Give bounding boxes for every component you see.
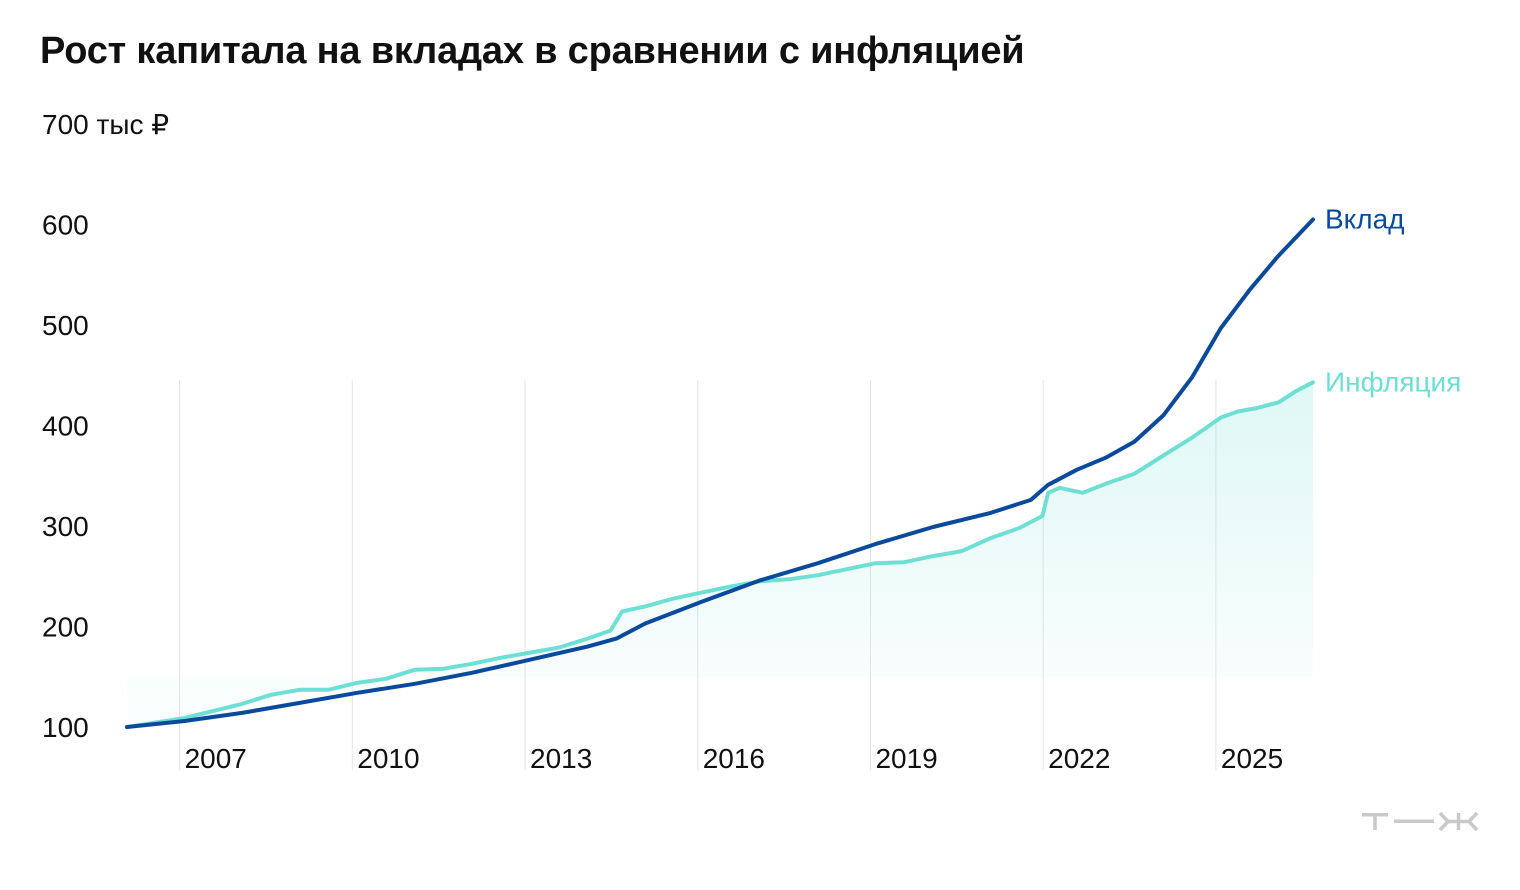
series-label-inflation: Инфляция (1325, 366, 1461, 397)
series-line-deposit (125, 217, 1315, 729)
y-axis: 700 тыс ₽ 100 200 300 400 500 600 (42, 109, 169, 743)
x-tick-label-2019: 2019 (875, 743, 937, 774)
y-unit-label: 700 тыс ₽ (42, 109, 169, 140)
x-axis: 2007 2010 2013 2016 2019 2022 2025 (185, 743, 1284, 774)
inflation-area (127, 382, 1313, 727)
y-tick-label-300: 300 (42, 511, 89, 542)
x-tick-label-2022: 2022 (1048, 743, 1110, 774)
chart-title: Рост капитала на вкладах в сравнении с и… (40, 30, 1025, 72)
x-tick-label-2025: 2025 (1221, 743, 1283, 774)
y-tick-label-400: 400 (42, 411, 89, 442)
brand-logo (1362, 811, 1479, 832)
series-lines (125, 217, 1315, 729)
series-line-inflation (125, 380, 1315, 729)
y-tick-label-500: 500 (42, 310, 89, 341)
series-labels: Инфляция Вклад (1325, 203, 1461, 397)
x-tick-label-2010: 2010 (357, 743, 419, 774)
y-tick-label-100: 100 (42, 712, 89, 743)
x-tick-label-2016: 2016 (703, 743, 765, 774)
y-tick-label-200: 200 (42, 612, 89, 643)
x-tick-label-2007: 2007 (185, 743, 247, 774)
inflation-area-fill (127, 382, 1313, 727)
series-label-deposit: Вклад (1325, 203, 1405, 234)
y-tick-label-600: 600 (42, 210, 89, 241)
x-tick-label-2013: 2013 (530, 743, 592, 774)
